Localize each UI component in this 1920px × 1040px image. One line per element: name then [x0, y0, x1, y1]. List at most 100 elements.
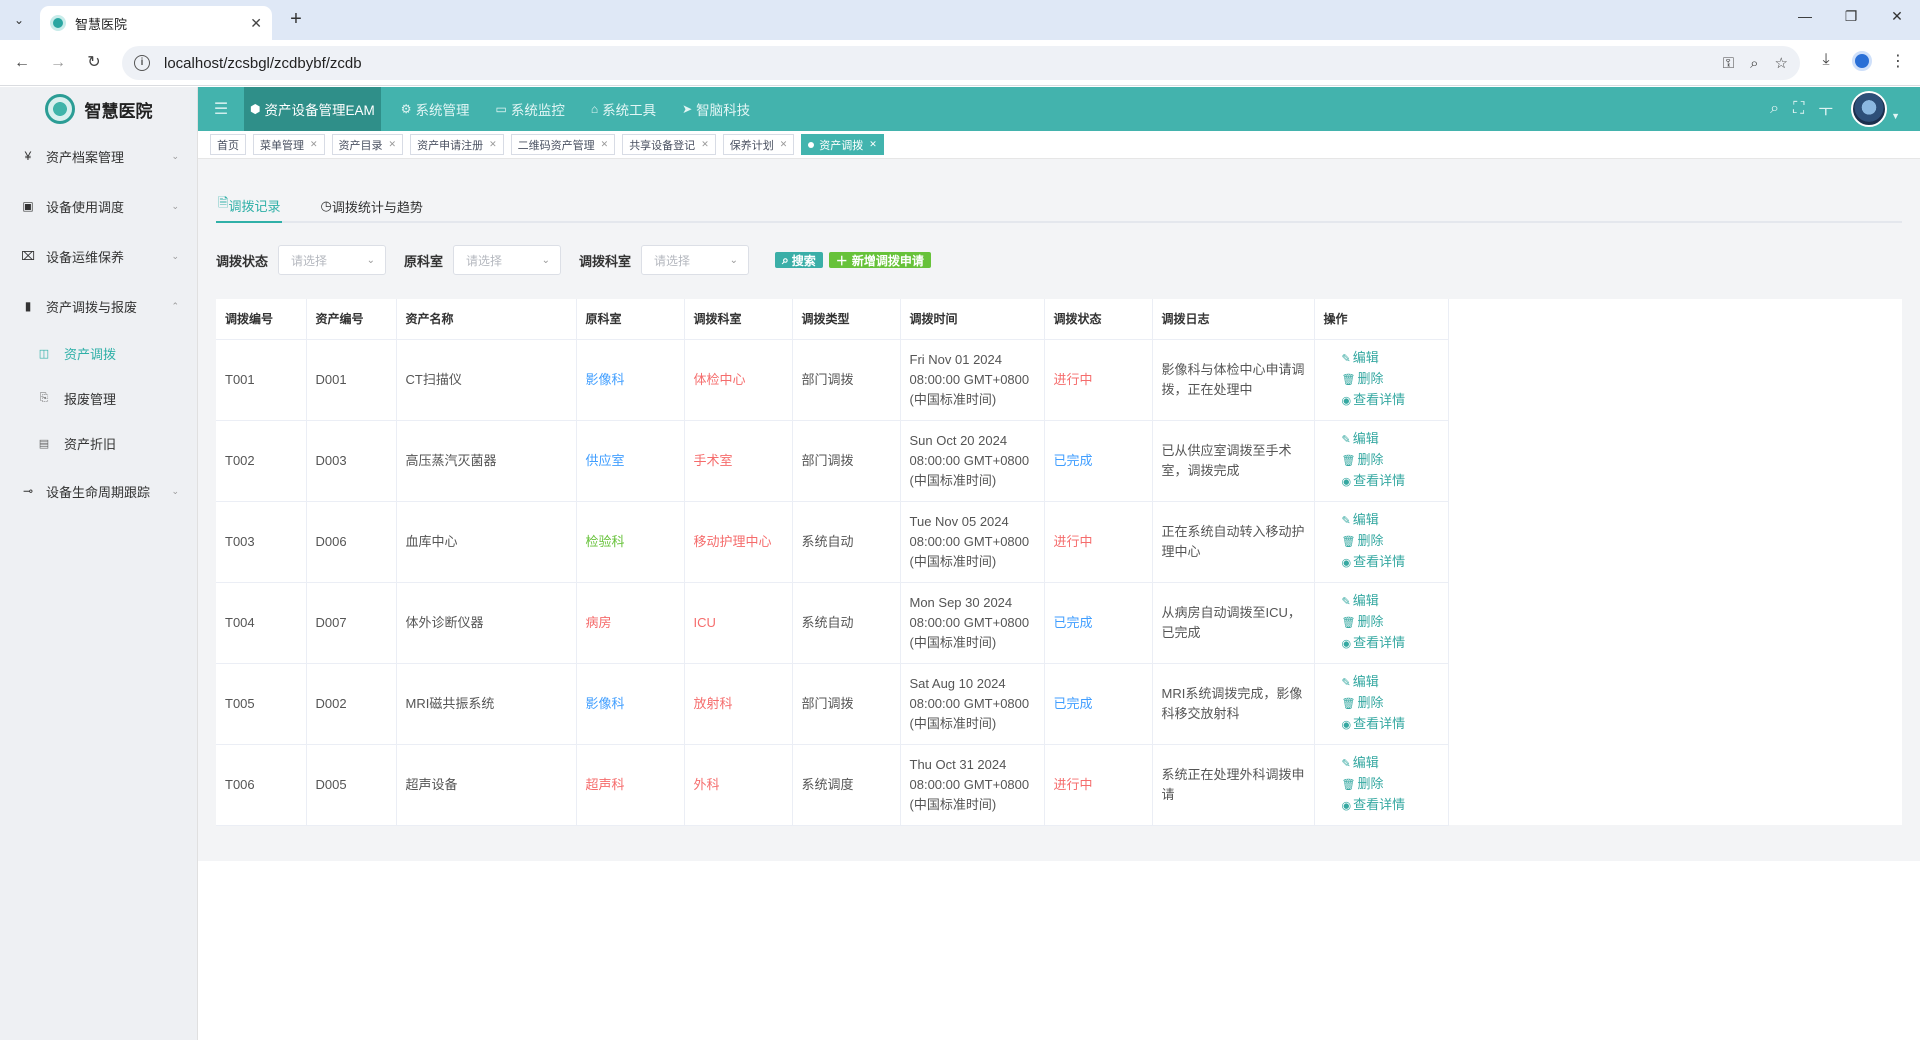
sidebar-item-transfer-scrap[interactable]: ▮ 资产调拨与报废 ⌃: [0, 281, 197, 331]
tag-label: 资产目录: [338, 139, 383, 152]
font-size-icon[interactable]: ㅜ: [1818, 103, 1834, 120]
window-close-icon[interactable]: ✕: [1891, 8, 1903, 24]
action-label: 删除: [1357, 695, 1384, 710]
subtab-label: 调拨统计与趋势: [331, 199, 423, 215]
tag-qrcode-asset[interactable]: 二维码资产管理 ✕: [510, 134, 616, 155]
tag-asset-registration[interactable]: 资产申请注册 ✕: [410, 134, 504, 155]
edit-link[interactable]: ✎ 编辑: [1324, 591, 1439, 612]
edit-link[interactable]: ✎ 编辑: [1324, 672, 1439, 693]
status-select[interactable]: 请选择 ⌄: [278, 245, 387, 275]
tag-close-icon[interactable]: ✕: [701, 139, 709, 149]
edit-link[interactable]: ✎ 编辑: [1324, 348, 1439, 369]
view-details-link[interactable]: ◉ 查看详情: [1324, 633, 1439, 654]
tag-maintenance-plan[interactable]: 保养计划 ✕: [722, 134, 795, 155]
sidebar-subitem-asset-transfer[interactable]: ◫ 资产调拨: [0, 331, 197, 376]
edit-link[interactable]: ✎ 编辑: [1324, 753, 1439, 774]
forward-icon[interactable]: →: [50, 54, 66, 71]
tag-close-icon[interactable]: ✕: [600, 139, 609, 149]
reload-icon[interactable]: ↻: [87, 54, 101, 71]
action-label: 查看详情: [1353, 797, 1406, 812]
avatar[interactable]: [1851, 91, 1888, 127]
delete-link[interactable]: 🗑 删除: [1324, 693, 1439, 714]
tab-transfer-records[interactable]: 🗎 调拨记录: [216, 189, 283, 223]
tab-transfer-stats[interactable]: ◷ 调拨统计与趋势: [318, 189, 424, 223]
clock-icon: ◷: [320, 198, 332, 213]
gear-icon: ⚙: [400, 102, 412, 116]
tag-asset-catalog[interactable]: 资产目录 ✕: [331, 134, 404, 155]
edit-link[interactable]: ✎ 编辑: [1324, 429, 1439, 450]
site-info-icon[interactable]: i: [134, 55, 150, 71]
fullscreen-icon[interactable]: ⛶: [1793, 100, 1805, 117]
sidebar-item-device-scheduling[interactable]: ▣ 设备使用调度 ⌄: [0, 181, 197, 231]
delete-link[interactable]: 🗑 删除: [1324, 531, 1439, 552]
topnav-system-management[interactable]: ⚙ 系统管理: [395, 87, 476, 131]
restore-icon[interactable]: ❐: [1844, 8, 1858, 24]
tag-close-icon[interactable]: ✕: [388, 139, 397, 149]
tag-shared-device[interactable]: 共享设备登记 ✕: [622, 134, 716, 155]
tag-menu-management[interactable]: 菜单管理 ✕: [253, 134, 325, 155]
minimize-icon[interactable]: —: [1798, 8, 1812, 24]
action-label: 查看详情: [1353, 716, 1406, 731]
topnav-system-tools[interactable]: ⌂ 系统工具: [585, 87, 662, 131]
topnav-zhinao-tech[interactable]: ➤ 智脑科技: [676, 87, 756, 131]
bookmark-star-icon[interactable]: ☆: [1774, 55, 1788, 72]
cell-target: 放射科: [684, 663, 793, 745]
delete-link[interactable]: 🗑 删除: [1324, 369, 1439, 390]
search-button[interactable]: ⌕ 搜索: [775, 252, 823, 268]
view-details-link[interactable]: ◉ 查看详情: [1324, 552, 1439, 573]
action-label: 删除: [1357, 371, 1384, 386]
target-dept-select[interactable]: 请选择 ⌄: [641, 245, 750, 275]
tab-close-icon[interactable]: ✕: [250, 14, 262, 31]
view-details-link[interactable]: ◉ 查看详情: [1324, 795, 1439, 816]
search-icon[interactable]: ⌕: [1770, 100, 1780, 117]
tag-close-icon[interactable]: ✕: [779, 139, 788, 149]
tag-asset-transfer[interactable]: 资产调拨 ✕: [801, 134, 884, 155]
password-key-icon[interactable]: ⚿: [1722, 54, 1735, 72]
sidebar-item-maintenance[interactable]: ⌧ 设备运维保养 ⌄: [0, 231, 197, 281]
trash-icon: 🗑: [1341, 779, 1356, 791]
topnav-eam[interactable]: ⬢ 资产设备管理EAM: [244, 87, 381, 131]
delete-link[interactable]: 🗑 删除: [1324, 612, 1439, 633]
tag-close-icon[interactable]: ✕: [489, 139, 497, 149]
tag-close-icon[interactable]: ✕: [310, 139, 318, 149]
new-tab-icon[interactable]: +: [290, 8, 302, 30]
url-text[interactable]: localhost/zcsbgl/zcdbybf/zcdb: [164, 54, 362, 72]
add-transfer-button[interactable]: ＋新增调拨申请: [828, 252, 931, 268]
table-row[interactable]: T002 D003 高压蒸汽灭菌器 供应室 手术室 部门调拨 Sun Oct 20 2024…: [216, 420, 1449, 502]
view-details-link[interactable]: ◉ 查看详情: [1324, 390, 1439, 411]
view-details-link[interactable]: ◉ 查看详情: [1324, 471, 1439, 492]
table-row[interactable]: T005 D002 MRI磁共振系统 影像科 放射科 部门调拨 Sat Aug 10 202…: [216, 663, 1449, 745]
caret-down-icon[interactable]: ▼: [1891, 111, 1900, 121]
sidebar-item-lifecycle[interactable]: ⊸ 设备生命周期跟踪 ⌄: [0, 466, 197, 516]
zoom-icon[interactable]: ⌕: [1750, 54, 1759, 72]
sidebar-subitem-scrap[interactable]: ⎘ 报废管理: [0, 376, 197, 421]
action-label: 查看详情: [1353, 392, 1406, 407]
download-icon[interactable]: ⤓: [1822, 51, 1830, 68]
sidebar-subitem-depreciation[interactable]: ▤ 资产折旧: [0, 421, 197, 466]
back-icon[interactable]: ←: [14, 54, 30, 71]
browser-tab-active[interactable]: 智慧医院 ✕: [40, 6, 272, 40]
cell-type: 部门调拨: [792, 339, 901, 421]
table-row[interactable]: T004 D007 体外诊断仪器 病房 ICU 系统自动 Mon Sep 30 2024 0…: [216, 582, 1449, 664]
topnav-system-monitor[interactable]: ▭ 系统监控: [490, 87, 571, 131]
view-details-link[interactable]: ◉ 查看详情: [1324, 714, 1439, 735]
edit-link[interactable]: ✎ 编辑: [1324, 510, 1439, 531]
tab-search-chevron-icon[interactable]: ⌄: [13, 13, 25, 27]
table-row[interactable]: T003 D006 血库中心 检验科 移动护理中心 系统自动 Tue Nov 05 2024…: [216, 501, 1449, 583]
hamburger-icon[interactable]: ☰: [213, 101, 229, 118]
delete-link[interactable]: 🗑 删除: [1324, 450, 1439, 471]
cell-name: 高压蒸汽灭菌器: [396, 420, 577, 502]
table-row[interactable]: T006 D005 超声设备 超声科 外科 系统调度 Thu Oct 31 2024 08:…: [216, 744, 1449, 826]
tag-home[interactable]: 首页: [210, 134, 246, 155]
address-bar[interactable]: i localhost/zcsbgl/zcdbybf/zcdb ⚿ ⌕ ☆: [122, 46, 1800, 80]
tag-label: 菜单管理: [260, 139, 304, 152]
delete-link[interactable]: 🗑 删除: [1324, 774, 1439, 795]
browser-menu-icon[interactable]: ⋮: [1890, 53, 1906, 70]
cell-type: 部门调拨: [792, 420, 901, 502]
tag-close-icon[interactable]: ✕: [869, 139, 877, 149]
profile-icon[interactable]: [1850, 51, 1874, 76]
cell-log: 已从供应室调拨至手术室，调拨完成: [1152, 420, 1315, 502]
origin-dept-select[interactable]: 请选择 ⌄: [453, 245, 562, 275]
table-row[interactable]: T001 D001 CT扫描仪 影像科 体检中心 部门调拨 Fri Nov 01 2024 …: [216, 339, 1449, 421]
sidebar-item-asset-archive[interactable]: ¥ 资产档案管理 ⌄: [0, 131, 197, 181]
